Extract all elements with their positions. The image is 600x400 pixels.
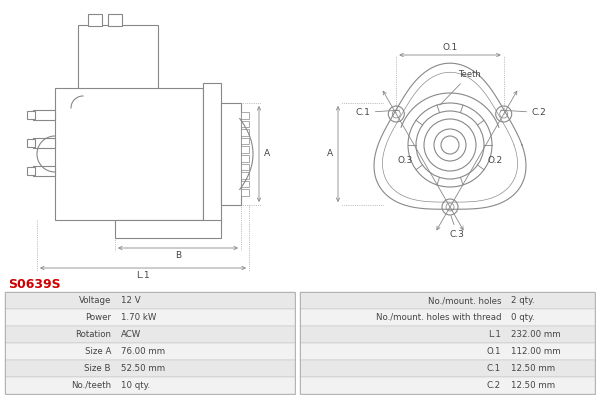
FancyBboxPatch shape bbox=[33, 166, 55, 176]
Text: 76.00 mm: 76.00 mm bbox=[121, 347, 165, 356]
Text: S0639S: S0639S bbox=[8, 278, 61, 291]
Text: No./mount. holes: No./mount. holes bbox=[427, 296, 501, 305]
FancyBboxPatch shape bbox=[221, 103, 241, 205]
FancyBboxPatch shape bbox=[300, 292, 595, 309]
Text: C.2: C.2 bbox=[487, 381, 501, 390]
Text: 10 qty.: 10 qty. bbox=[121, 381, 150, 390]
Text: Voltage: Voltage bbox=[79, 296, 111, 305]
Text: L.1: L.1 bbox=[488, 330, 501, 339]
Text: C.2: C.2 bbox=[500, 108, 547, 117]
FancyBboxPatch shape bbox=[5, 292, 295, 309]
Text: A: A bbox=[264, 150, 270, 158]
FancyBboxPatch shape bbox=[241, 146, 249, 153]
Text: Size B: Size B bbox=[85, 364, 111, 373]
Text: L.1: L.1 bbox=[136, 272, 150, 280]
Text: 52.50 mm: 52.50 mm bbox=[121, 364, 165, 373]
Text: C.1: C.1 bbox=[355, 108, 400, 117]
FancyBboxPatch shape bbox=[300, 343, 595, 360]
FancyBboxPatch shape bbox=[5, 377, 295, 394]
FancyBboxPatch shape bbox=[300, 360, 595, 377]
FancyBboxPatch shape bbox=[241, 189, 249, 196]
Text: C.3: C.3 bbox=[450, 216, 465, 239]
Text: O.1: O.1 bbox=[442, 44, 458, 52]
Text: No./teeth: No./teeth bbox=[71, 381, 111, 390]
Text: Power: Power bbox=[85, 313, 111, 322]
FancyBboxPatch shape bbox=[300, 309, 595, 326]
Text: O.2: O.2 bbox=[487, 156, 502, 165]
FancyBboxPatch shape bbox=[241, 112, 249, 119]
FancyBboxPatch shape bbox=[5, 360, 295, 377]
FancyBboxPatch shape bbox=[78, 25, 158, 93]
FancyBboxPatch shape bbox=[33, 110, 55, 120]
FancyBboxPatch shape bbox=[88, 14, 102, 26]
FancyBboxPatch shape bbox=[5, 326, 295, 343]
Text: Teeth: Teeth bbox=[440, 70, 481, 105]
FancyBboxPatch shape bbox=[55, 88, 203, 220]
FancyBboxPatch shape bbox=[27, 139, 35, 147]
Text: 1.70 kW: 1.70 kW bbox=[121, 313, 157, 322]
FancyBboxPatch shape bbox=[241, 129, 249, 136]
FancyBboxPatch shape bbox=[33, 138, 55, 148]
FancyBboxPatch shape bbox=[300, 326, 595, 343]
Text: A: A bbox=[327, 150, 333, 158]
FancyBboxPatch shape bbox=[78, 93, 180, 108]
FancyBboxPatch shape bbox=[27, 167, 35, 175]
FancyBboxPatch shape bbox=[241, 172, 249, 179]
Text: 12 V: 12 V bbox=[121, 296, 140, 305]
Text: 0 qty.: 0 qty. bbox=[511, 313, 535, 322]
FancyBboxPatch shape bbox=[5, 309, 295, 326]
FancyBboxPatch shape bbox=[241, 138, 249, 144]
FancyBboxPatch shape bbox=[241, 121, 249, 127]
FancyBboxPatch shape bbox=[241, 181, 249, 187]
FancyBboxPatch shape bbox=[300, 377, 595, 394]
Text: 12.50 mm: 12.50 mm bbox=[511, 381, 555, 390]
Text: O.1: O.1 bbox=[487, 347, 501, 356]
Text: 232.00 mm: 232.00 mm bbox=[511, 330, 560, 339]
FancyBboxPatch shape bbox=[108, 14, 122, 26]
FancyBboxPatch shape bbox=[203, 83, 221, 225]
FancyBboxPatch shape bbox=[115, 220, 221, 238]
FancyBboxPatch shape bbox=[241, 155, 249, 162]
FancyBboxPatch shape bbox=[27, 111, 35, 119]
Text: O.3: O.3 bbox=[398, 156, 413, 165]
Text: Size A: Size A bbox=[85, 347, 111, 356]
FancyBboxPatch shape bbox=[5, 343, 295, 360]
Text: No./mount. holes with thread: No./mount. holes with thread bbox=[376, 313, 501, 322]
FancyBboxPatch shape bbox=[241, 164, 249, 170]
Text: 12.50 mm: 12.50 mm bbox=[511, 364, 555, 373]
Text: ACW: ACW bbox=[121, 330, 141, 339]
Text: C.1: C.1 bbox=[487, 364, 501, 373]
Text: B: B bbox=[175, 252, 181, 260]
Text: 112.00 mm: 112.00 mm bbox=[511, 347, 560, 356]
Text: 2 qty.: 2 qty. bbox=[511, 296, 535, 305]
Text: Rotation: Rotation bbox=[75, 330, 111, 339]
